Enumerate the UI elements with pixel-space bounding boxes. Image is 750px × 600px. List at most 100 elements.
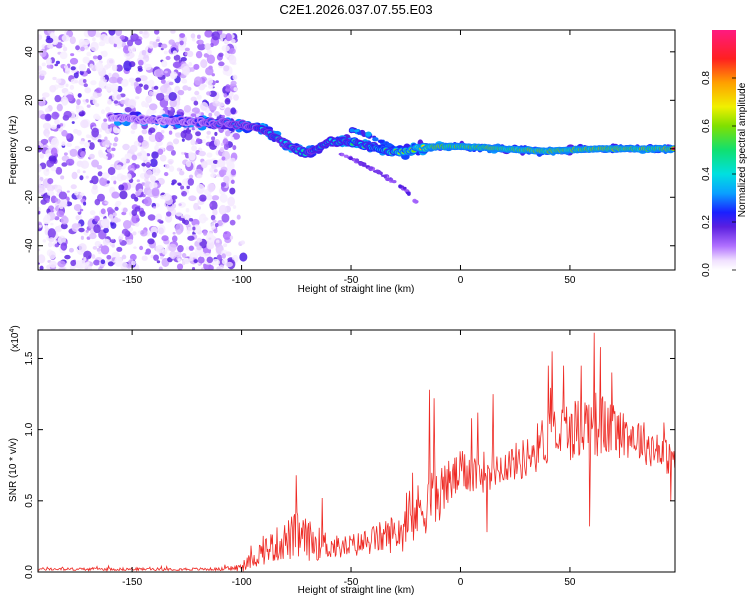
noise-cell	[129, 182, 137, 188]
snr-y-tick-label: 0.0	[24, 565, 35, 579]
noise-cell	[161, 60, 168, 68]
noise-cell	[108, 214, 114, 220]
noise-cell	[50, 124, 57, 130]
noise-cell	[236, 214, 241, 220]
noise-cell	[180, 130, 187, 139]
noise-cell	[38, 210, 41, 215]
noise-cell	[205, 195, 212, 201]
noise-cell	[44, 113, 52, 122]
noise-cell	[75, 104, 80, 110]
noise-cell	[208, 84, 214, 89]
noise-cell	[70, 66, 76, 71]
noise-cell	[133, 246, 137, 249]
noise-cell	[107, 100, 113, 105]
noise-cell	[204, 43, 211, 51]
noise-cell	[48, 43, 54, 49]
noise-cell	[56, 103, 63, 112]
noise-cell	[106, 57, 115, 67]
spectrogram-x-tick-label: -100	[232, 275, 252, 286]
noise-cell	[130, 193, 136, 200]
noise-cell	[188, 61, 193, 67]
noise-cell	[83, 83, 88, 88]
noise-cell	[212, 219, 217, 223]
noise-cell	[175, 105, 180, 110]
noise-cell	[55, 166, 63, 175]
noise-cell	[131, 213, 140, 224]
noise-cell	[163, 172, 169, 177]
noise-cell	[159, 85, 168, 94]
noise-cell	[208, 90, 217, 97]
noise-cell	[192, 226, 196, 231]
noise-cell	[54, 63, 59, 67]
noise-cell	[92, 245, 98, 250]
noise-cell	[52, 76, 57, 81]
noise-cell	[186, 50, 194, 58]
noise-cell	[74, 145, 80, 150]
noise-cell	[137, 152, 142, 157]
colorbar-tick-label: 0.4	[701, 167, 712, 181]
noise-cell	[180, 56, 187, 62]
noise-cell	[153, 30, 160, 35]
trace-cell	[406, 191, 411, 196]
noise-cell	[190, 252, 198, 258]
noise-cell	[41, 92, 50, 98]
colorbar-tick-label: 0.2	[701, 215, 712, 229]
noise-cell	[39, 265, 44, 270]
noise-cell	[206, 152, 213, 158]
noise-cell	[148, 127, 156, 134]
noise-cell	[44, 107, 50, 113]
noise-cell	[128, 77, 135, 83]
noise-cell	[104, 156, 108, 160]
noise-cell	[179, 33, 186, 38]
noise-cell	[177, 89, 185, 96]
snr-x-label: Height of straight line (km)	[298, 585, 415, 596]
noise-cell	[211, 164, 217, 169]
noise-cell	[143, 156, 149, 160]
noise-cell	[108, 76, 118, 84]
noise-cell	[196, 94, 202, 100]
noise-cell	[89, 180, 94, 184]
trace-cell	[377, 139, 385, 144]
trace-cell	[372, 137, 379, 142]
noise-cell	[133, 81, 139, 87]
noise-cell	[193, 76, 203, 86]
noise-cell	[94, 103, 100, 107]
trace-cell	[404, 189, 410, 192]
noise-cell	[144, 63, 152, 71]
noise-cell	[192, 167, 196, 171]
noise-cell	[78, 227, 85, 233]
noise-cell	[60, 175, 65, 180]
noise-cell	[158, 266, 163, 270]
noise-cell	[139, 30, 144, 35]
snr-x-tick-label: -150	[122, 577, 142, 588]
noise-cell	[96, 247, 101, 252]
noise-cell	[184, 51, 188, 56]
noise-cell	[218, 61, 225, 67]
noise-cell	[225, 84, 231, 89]
noise-cell	[203, 217, 209, 221]
noise-cell	[135, 85, 142, 94]
noise-cell	[46, 64, 52, 69]
noise-cell	[141, 140, 150, 149]
colorbar: 0.0 0.2 0.4 0.6 0.8 Normalized spectral ampl…	[701, 30, 748, 277]
noise-cell	[117, 85, 123, 93]
noise-cell	[92, 55, 98, 60]
noise-cell	[191, 145, 198, 152]
noise-cell	[93, 224, 101, 234]
noise-cell	[60, 223, 68, 230]
noise-cell	[215, 239, 220, 244]
noise-cell	[170, 30, 176, 34]
noise-cell	[168, 165, 175, 172]
noise-cell	[129, 52, 135, 58]
noise-cell	[54, 118, 60, 125]
noise-cell	[111, 191, 120, 199]
noise-cell	[222, 138, 229, 146]
noise-cell	[44, 225, 49, 230]
noise-cell	[160, 43, 168, 49]
noise-cell	[82, 79, 87, 83]
noise-cell	[104, 201, 109, 205]
noise-cell	[168, 130, 173, 135]
noise-cell	[134, 38, 142, 46]
noise-cell	[70, 260, 77, 267]
noise-cell	[156, 260, 161, 264]
